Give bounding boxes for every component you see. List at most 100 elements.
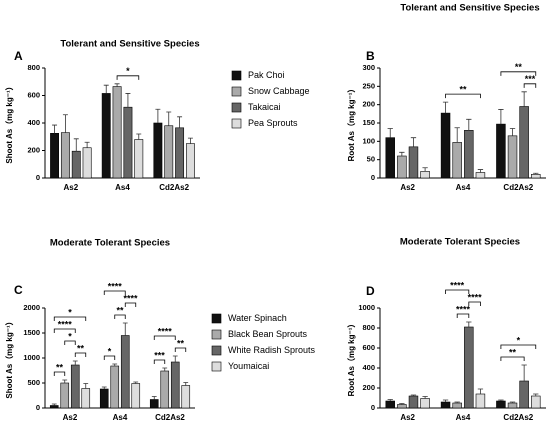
y-tick-label: 250 [362, 81, 375, 90]
legend-swatch [211, 361, 222, 372]
bar [475, 172, 486, 179]
chart-title: Tolerant and Sensitive Species [400, 3, 539, 14]
error-bar [410, 394, 417, 396]
bar [397, 155, 407, 179]
legend-swatch [231, 118, 242, 129]
bar [170, 361, 180, 409]
y-tick-label: 400 [362, 363, 375, 372]
y-tick-label: 600 [27, 90, 40, 99]
legend-swatch [211, 345, 222, 356]
significance-label: * [108, 346, 112, 356]
bar [397, 404, 407, 409]
error-bar [155, 108, 161, 123]
error-bar [509, 128, 516, 136]
y-axis-label: Shoot As（mg kg⁻¹） [4, 82, 14, 163]
y-tick-label: 0 [371, 403, 375, 412]
significance-label: **** [468, 292, 483, 302]
legend-swatch [231, 102, 242, 113]
bar [164, 125, 174, 179]
bar [440, 112, 451, 179]
error-bar [151, 396, 157, 400]
panel-label: D [366, 284, 375, 298]
significance-bracket [124, 302, 137, 307]
y-tick-label: 200 [362, 383, 375, 392]
legend-label: Takaicai [248, 102, 281, 112]
error-bar [422, 396, 428, 399]
significance-label: ** [459, 84, 467, 94]
significance-bracket [445, 289, 470, 294]
error-bar [62, 379, 68, 383]
error-bar [114, 83, 120, 87]
legend-swatch [231, 86, 242, 97]
bar [507, 135, 518, 179]
significance-label: * [68, 331, 72, 341]
significance-label: * [517, 335, 521, 345]
error-bar [498, 109, 504, 125]
bar [507, 402, 518, 409]
x-tick-label: As2 [400, 413, 415, 422]
bar [475, 393, 486, 409]
chart-title: Moderate Tolerant Species [50, 238, 170, 249]
bar [496, 123, 506, 179]
significance-label: ** [177, 338, 185, 348]
error-bar [477, 169, 484, 173]
significance-bracket [116, 75, 140, 80]
bar [464, 130, 474, 179]
error-bar [509, 401, 516, 403]
error-bar [125, 93, 131, 108]
error-bar [187, 137, 193, 144]
bar [49, 405, 59, 409]
legend-swatch [231, 70, 242, 81]
bar [99, 388, 109, 409]
error-bar [172, 355, 178, 362]
legend-label: White Radish Sprouts [228, 345, 316, 355]
legend-swatch [211, 329, 222, 340]
bar [120, 335, 130, 409]
bar [131, 383, 141, 409]
x-tick-label: As4 [456, 413, 471, 422]
error-bar [410, 137, 417, 147]
error-bar [101, 386, 107, 389]
legend-label: Water Spinach [228, 313, 287, 323]
bar [440, 401, 451, 409]
x-tick-label: As4 [456, 183, 471, 192]
error-bar [83, 383, 89, 389]
bar [112, 86, 122, 179]
y-axis-label: Root As（mg kg⁻¹） [346, 85, 356, 162]
y-tick-label: 500 [27, 378, 40, 387]
error-bar [136, 133, 142, 140]
bar [519, 106, 529, 179]
error-bar [73, 138, 79, 152]
y-tick-label: 2000 [23, 303, 40, 312]
error-bar [399, 151, 405, 156]
significance-label: ** [509, 347, 517, 357]
significance-bracket [53, 371, 66, 376]
y-axis-label: Shoot As（mg kg⁻¹） [4, 317, 14, 398]
bar [160, 370, 170, 409]
significance-bracket [445, 93, 481, 99]
error-bar [442, 399, 449, 402]
significance-bracket [174, 347, 187, 352]
legend-swatch [211, 313, 222, 324]
panel-label: B [366, 49, 375, 63]
y-tick-label: 1500 [23, 328, 40, 337]
error-bar [533, 393, 539, 396]
error-bar [112, 363, 118, 366]
significance-bracket [468, 301, 481, 306]
significance-label: **** [108, 281, 123, 291]
y-tick-label: 0 [36, 173, 40, 182]
y-tick-label: 150 [362, 118, 375, 127]
y-tick-label: 1000 [358, 303, 375, 312]
error-bar [498, 399, 504, 401]
legend-label: Pak Choi [248, 70, 285, 80]
x-tick-label: As2 [63, 183, 78, 192]
y-tick-label: 0 [371, 173, 375, 182]
error-bar [103, 84, 109, 94]
error-bar [454, 401, 460, 403]
error-bar [183, 382, 189, 386]
y-tick-label: 300 [362, 63, 375, 72]
error-bar [477, 388, 484, 394]
bar [385, 400, 395, 409]
bar [186, 143, 195, 179]
